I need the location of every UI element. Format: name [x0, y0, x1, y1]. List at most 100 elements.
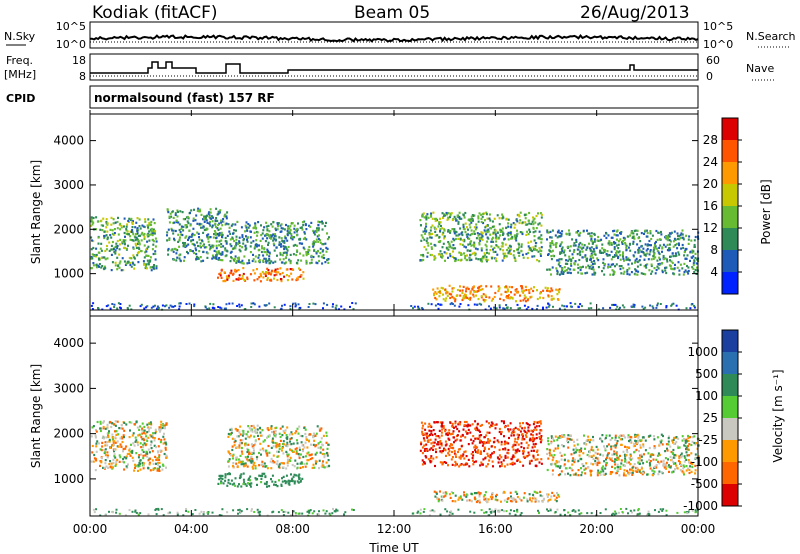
echo-cell: [480, 237, 483, 240]
echo-cell: [249, 434, 252, 437]
echo-cell: [273, 244, 276, 247]
echo-cell: [137, 434, 140, 437]
echo-cell: [242, 432, 245, 435]
echo-cell: [245, 443, 248, 447]
echo-cell: [292, 442, 295, 445]
echo-cell: [211, 246, 214, 249]
echo-cell: [590, 232, 593, 235]
echo-cell: [291, 463, 294, 467]
echo-cell: [463, 424, 466, 427]
echo-cell: [246, 465, 249, 468]
echo-cell: [275, 426, 278, 429]
echo-cell: [273, 277, 275, 280]
echo-cell: [251, 451, 253, 454]
echo-cell: [598, 471, 601, 474]
echo-cell: [471, 423, 474, 426]
echo-cell: [602, 465, 605, 468]
echo-cell: [499, 234, 502, 237]
echo-cell: [235, 456, 238, 459]
echo-cell: [274, 441, 277, 445]
echo-cell: [639, 255, 642, 258]
echo-cell: [498, 427, 501, 431]
cpid-label: CPID: [6, 92, 35, 105]
echo-cell: [469, 424, 472, 427]
echo-cell: [475, 492, 478, 495]
echo-cell: [442, 293, 444, 296]
echo-cell: [134, 436, 137, 439]
echo-cell: [651, 305, 654, 308]
echo-cell: [450, 212, 453, 215]
echo-cell: [552, 449, 555, 452]
echo-cell: [119, 427, 122, 430]
echo-cell: [176, 249, 179, 252]
echo-cell: [512, 448, 515, 451]
noise-right-tick-top: 10^5: [703, 20, 733, 33]
echo-cell: [142, 437, 145, 440]
echo-cell: [449, 296, 452, 300]
echo-cell: [572, 473, 575, 476]
echo-cell: [136, 229, 139, 232]
echo-cell: [492, 297, 494, 300]
echo-cell: [619, 232, 621, 235]
echo-cell: [457, 423, 460, 426]
echo-cell: [125, 232, 128, 235]
echo-cell: [494, 233, 497, 236]
echo-cell: [503, 420, 505, 423]
echo-cell: [244, 224, 247, 227]
echo-cell: [327, 459, 330, 462]
echo-cell: [476, 446, 479, 449]
echo-cell: [297, 481, 300, 484]
echo-cell: [223, 307, 226, 310]
echo-cell: [267, 250, 269, 253]
echo-cell: [629, 439, 632, 442]
echo-cell: [148, 463, 151, 466]
echo-cell: [90, 304, 93, 307]
echo-cell: [152, 468, 155, 471]
echo-cell: [279, 427, 282, 430]
echo-cell: [507, 424, 510, 427]
echo-cell: [668, 239, 671, 242]
echo-cell: [451, 422, 454, 425]
echo-cell: [527, 233, 530, 236]
echo-cell: [512, 222, 515, 225]
echo-cell: [147, 426, 150, 429]
echo-cell: [458, 496, 461, 499]
echo-cell: [273, 270, 276, 273]
echo-cell: [477, 286, 480, 289]
echo-cell: [259, 239, 262, 242]
echo-cell: [469, 249, 471, 252]
echo-cell: [180, 225, 183, 228]
echo-cell: [459, 497, 462, 500]
echo-cell: [545, 306, 548, 309]
echo-cell: [261, 472, 264, 475]
echo-cell: [625, 246, 628, 249]
echo-cell: [521, 231, 524, 234]
echo-cell: [464, 430, 467, 433]
echo-cell: [274, 227, 277, 230]
echo-cell: [570, 264, 573, 267]
echo-cell: [447, 447, 450, 450]
echo-cell: [546, 448, 549, 451]
echo-cell: [603, 460, 606, 463]
echo-cell: [320, 437, 323, 440]
echo-cell: [317, 224, 320, 227]
echo-cell: [593, 262, 596, 265]
echo-cell: [658, 256, 661, 259]
echo-cell: [484, 497, 487, 500]
echo-cell: [117, 216, 119, 219]
echo-cell: [307, 451, 310, 454]
echo-cell: [592, 266, 595, 269]
echo-cell: [430, 215, 433, 218]
echo-cell: [501, 230, 504, 233]
echo-cell: [320, 427, 323, 430]
echo-cell: [668, 235, 671, 238]
echo-cell: [617, 456, 620, 459]
echo-cell: [438, 436, 441, 439]
echo-cell: [649, 460, 652, 463]
echo-cell: [514, 289, 517, 293]
echo-cell: [245, 484, 248, 487]
echo-cell: [619, 467, 622, 470]
echo-cell: [628, 439, 630, 443]
echo-cell: [463, 491, 465, 494]
